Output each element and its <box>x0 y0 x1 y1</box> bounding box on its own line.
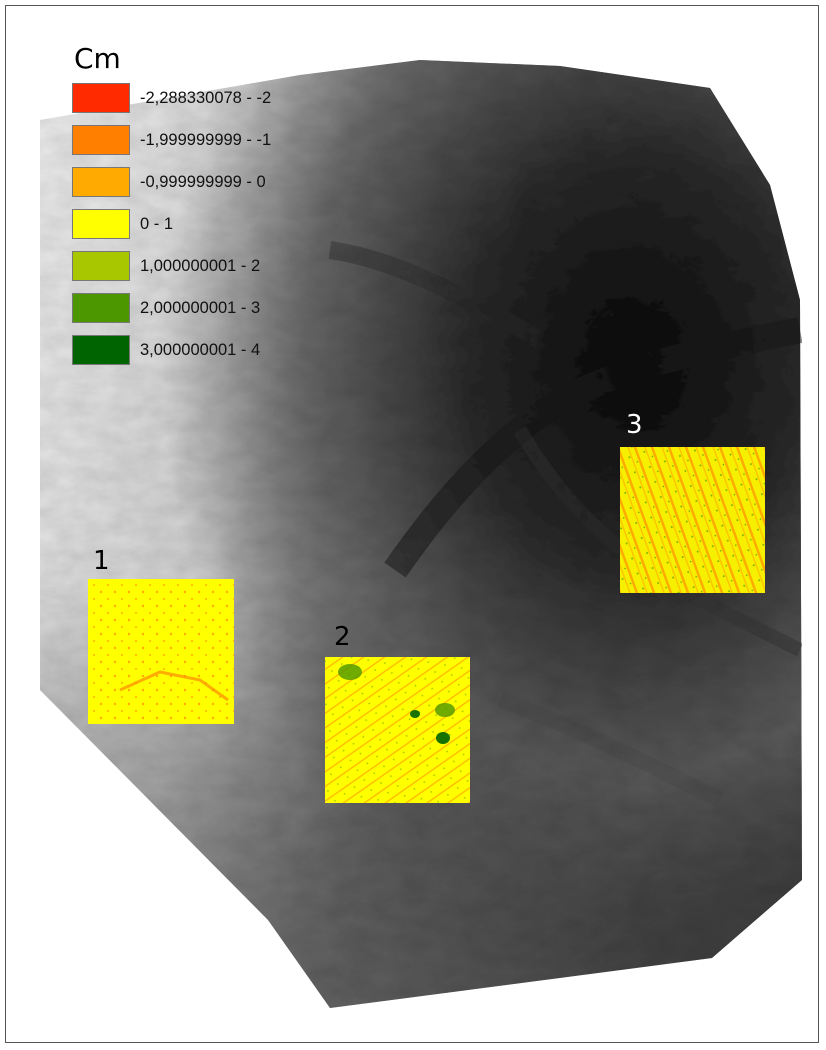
terrain-raster <box>40 60 804 1008</box>
legend-label: 1,000000001 - 2 <box>140 256 261 275</box>
legend-item: 1,000000001 - 2 <box>72 251 271 281</box>
legend-swatch <box>72 293 130 323</box>
legend-label: -1,999999999 - -1 <box>140 130 272 149</box>
legend-item: 3,000000001 - 4 <box>72 335 271 365</box>
legend-item: 2,000000001 - 3 <box>72 293 271 323</box>
legend-title: Cm <box>74 42 121 75</box>
zone-1-raster <box>88 579 234 724</box>
legend-swatch <box>72 167 130 197</box>
legend-swatch <box>72 125 130 155</box>
zone-label-2: 2 <box>334 622 351 652</box>
legend: Cm -2,288330078 - -2 -1,999999999 - -1 -… <box>72 42 271 365</box>
legend-swatch <box>72 83 130 113</box>
legend-label: 2,000000001 - 3 <box>140 298 261 317</box>
zone-3-raster <box>620 447 765 593</box>
legend-item: -2,288330078 - -2 <box>72 83 271 113</box>
legend-label: -2,288330078 - -2 <box>140 88 272 107</box>
legend-item: -1,999999999 - -1 <box>72 125 271 155</box>
legend-item: -0,999999999 - 0 <box>72 167 271 197</box>
zone-2-raster <box>325 657 470 803</box>
legend-swatch <box>72 209 130 239</box>
legend-swatch <box>72 251 130 281</box>
zone-label-3: 3 <box>626 410 643 440</box>
legend-label: 3,000000001 - 4 <box>140 340 261 359</box>
legend-label: 0 - 1 <box>140 214 174 233</box>
zone-label-1: 1 <box>93 546 110 576</box>
legend-label: -0,999999999 - 0 <box>140 172 266 191</box>
legend-swatch <box>72 335 130 365</box>
legend-item: 0 - 1 <box>72 209 271 239</box>
